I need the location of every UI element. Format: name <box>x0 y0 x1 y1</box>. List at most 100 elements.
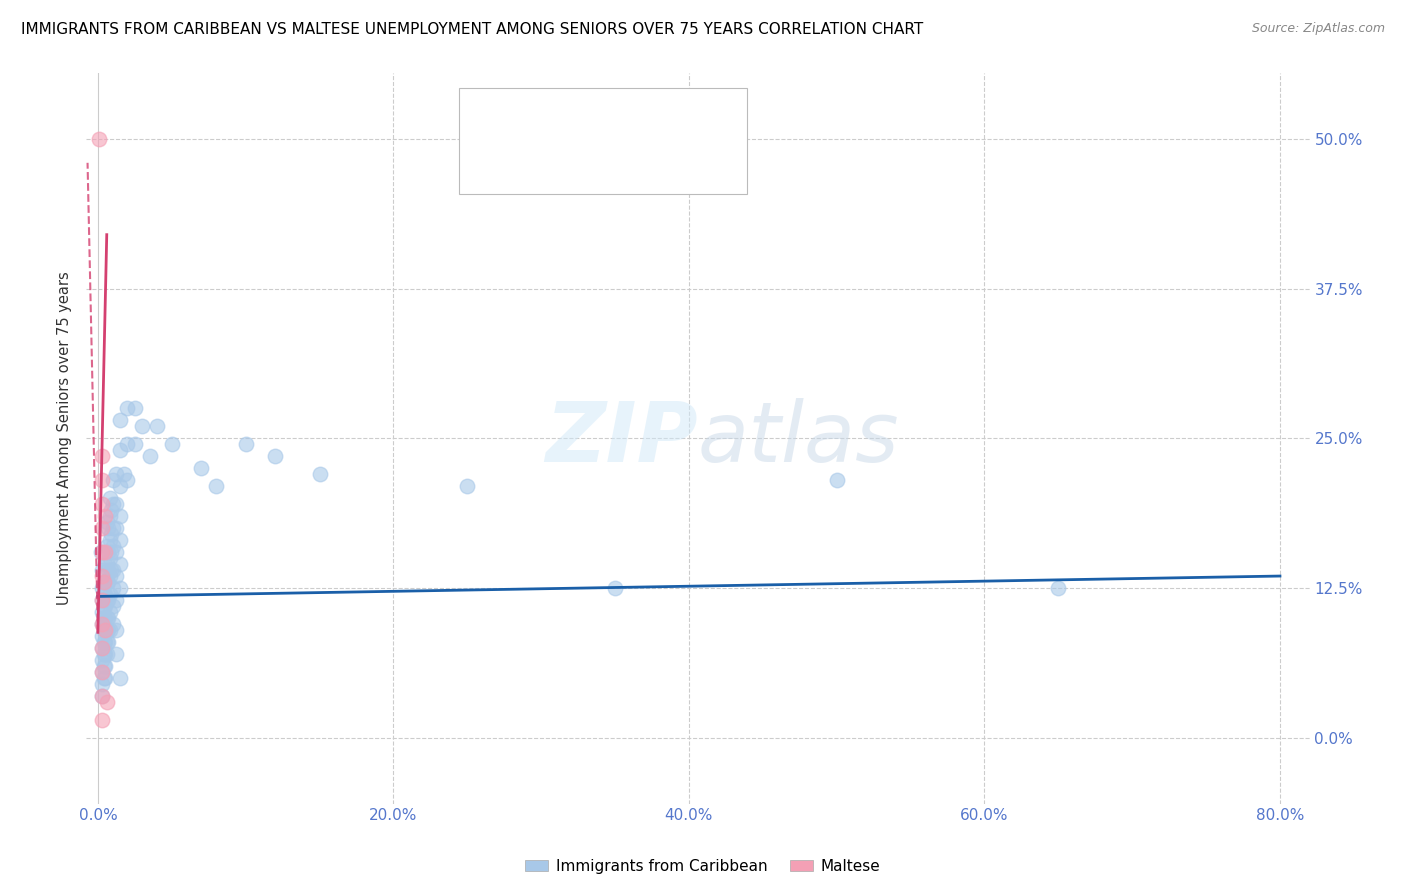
Point <box>205 479 228 493</box>
Point <box>160 437 183 451</box>
Point <box>96 611 118 625</box>
Point <box>235 437 257 451</box>
Point <box>91 605 114 619</box>
Point <box>93 623 115 637</box>
Point <box>91 665 114 679</box>
Point <box>98 491 121 506</box>
Point <box>101 563 124 577</box>
Point <box>91 629 114 643</box>
Legend: Immigrants from Caribbean, Maltese: Immigrants from Caribbean, Maltese <box>519 853 887 880</box>
Point <box>100 563 122 577</box>
Point <box>97 611 120 625</box>
Point <box>91 640 114 655</box>
Point <box>96 695 118 709</box>
Point <box>98 587 121 601</box>
Point <box>101 539 124 553</box>
Point <box>93 575 115 590</box>
Point <box>91 473 114 487</box>
Text: IMMIGRANTS FROM CARIBBEAN VS MALTESE UNEMPLOYMENT AMONG SENIORS OVER 75 YEARS CO: IMMIGRANTS FROM CARIBBEAN VS MALTESE UNE… <box>21 22 924 37</box>
Point <box>94 587 117 601</box>
Point <box>91 593 114 607</box>
Point <box>94 658 117 673</box>
Point <box>108 581 131 595</box>
Point <box>108 509 131 524</box>
Text: atlas: atlas <box>697 398 900 479</box>
Point <box>101 599 124 613</box>
Point <box>100 527 122 541</box>
Point <box>101 521 124 535</box>
Point <box>108 479 131 493</box>
Point <box>100 545 122 559</box>
Point <box>108 671 131 685</box>
Point <box>94 545 117 559</box>
Point <box>94 647 117 661</box>
Point <box>91 450 114 464</box>
Point <box>94 599 117 613</box>
Point <box>91 521 114 535</box>
Point <box>190 461 212 475</box>
Point <box>97 593 120 607</box>
Text: Source: ZipAtlas.com: Source: ZipAtlas.com <box>1251 22 1385 36</box>
Point <box>108 557 131 571</box>
Point <box>91 581 114 595</box>
Point <box>96 557 118 571</box>
Y-axis label: Unemployment Among Seniors over 75 years: Unemployment Among Seniors over 75 years <box>58 271 72 605</box>
Point <box>1047 581 1070 595</box>
Point <box>101 497 124 511</box>
Point <box>98 509 121 524</box>
Point <box>124 437 146 451</box>
Point <box>93 587 115 601</box>
Point <box>91 593 114 607</box>
Point <box>96 593 118 607</box>
Point <box>825 473 848 487</box>
Point <box>104 623 127 637</box>
Point <box>91 569 114 583</box>
Point <box>96 635 118 649</box>
Text: ZIP: ZIP <box>546 398 697 479</box>
Point <box>114 467 136 482</box>
Point <box>104 497 127 511</box>
Point <box>97 521 120 535</box>
Point <box>91 677 114 691</box>
Point <box>131 419 153 434</box>
Point <box>98 551 121 566</box>
Point <box>101 473 124 487</box>
Point <box>264 450 287 464</box>
Point <box>94 623 117 637</box>
Point <box>96 575 118 590</box>
Point <box>101 581 124 595</box>
Point <box>100 503 122 517</box>
Point <box>89 132 111 146</box>
Point <box>97 545 120 559</box>
Point <box>93 575 115 590</box>
Point <box>97 575 120 590</box>
Point <box>96 539 118 553</box>
Point <box>93 635 115 649</box>
Point <box>91 665 114 679</box>
Point <box>93 647 115 661</box>
Point <box>101 616 124 631</box>
Point <box>94 671 117 685</box>
Point <box>91 545 114 559</box>
Point <box>108 533 131 548</box>
Point <box>96 515 118 529</box>
Point <box>104 593 127 607</box>
Point <box>98 605 121 619</box>
Point <box>146 419 169 434</box>
Point <box>108 413 131 427</box>
Point <box>98 533 121 548</box>
Point <box>108 443 131 458</box>
Point <box>91 653 114 667</box>
Point <box>96 623 118 637</box>
Point <box>104 467 127 482</box>
Point <box>124 401 146 416</box>
Point <box>94 635 117 649</box>
Point <box>91 640 114 655</box>
Point <box>94 509 117 524</box>
Point <box>93 671 115 685</box>
Point <box>94 623 117 637</box>
Point <box>97 623 120 637</box>
Point <box>456 479 478 493</box>
Point <box>93 611 115 625</box>
Point <box>117 473 139 487</box>
